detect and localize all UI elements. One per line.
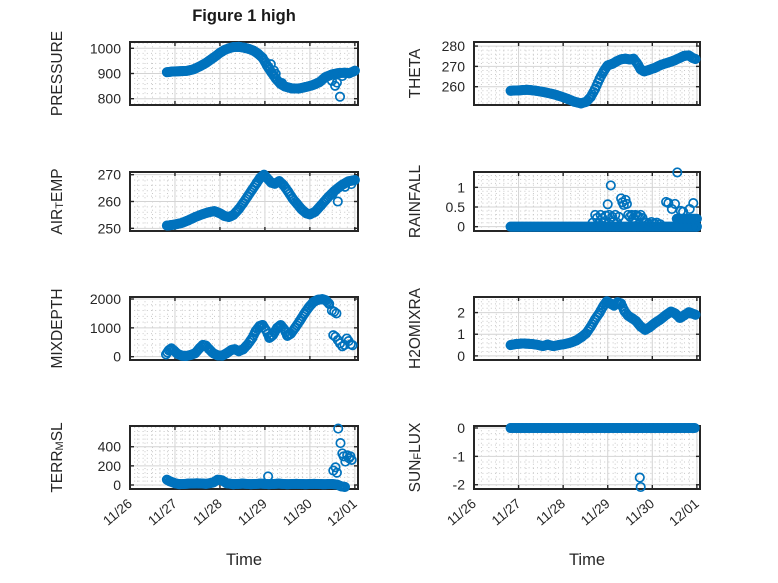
- y-tick-label: 0: [457, 420, 465, 436]
- subplot-terr_msl: 0 200 400 11/26 11/27 11/28 11/29 11/30 12/01 TER…: [49, 422, 360, 529]
- y-axis-label: AIRTEMP: [49, 168, 67, 234]
- axes-border: [473, 296, 701, 361]
- y-tick-label: 900: [98, 66, 122, 82]
- y-tick-label: 2000: [90, 291, 121, 307]
- x-tick-label: 11/27: [489, 496, 524, 529]
- subplot-mixdepth: 0 1000 2000 MIXDEPTH: [49, 288, 359, 369]
- figure-title: Figure 1 high: [192, 7, 296, 25]
- data-markers: [161, 41, 360, 102]
- y-tick-label: 260: [98, 194, 122, 210]
- y-tick-label: 400: [98, 439, 122, 455]
- subplot-theta: 260 270 280 THETA: [407, 38, 701, 109]
- y-tick-label: 0: [457, 219, 465, 235]
- x-tick-label: 11/26: [100, 496, 135, 529]
- y-axis-label: H2OMIXRA: [407, 287, 424, 369]
- y-tick-label: -1: [453, 448, 466, 464]
- y-tick-label: 1: [457, 179, 465, 195]
- x-tick-label: 11/29: [578, 496, 613, 529]
- y-tick-label: 1000: [90, 320, 121, 336]
- y-tick-label: 2: [457, 305, 465, 321]
- y-axis-label: SUNFLUX: [407, 422, 425, 492]
- x-tick-label: 12/01: [666, 496, 702, 529]
- x-tick-label: 11/29: [235, 496, 270, 529]
- tick-marks: [473, 42, 700, 105]
- data-markers: [161, 169, 360, 231]
- y-tick-label: 270: [98, 167, 122, 183]
- subplot-rainfall: 0 0.5 1 RAINFALL: [407, 165, 702, 239]
- subplot-sun_flux: -2 -1 0 11/26 11/27 11/28 11/29 11/30 12/01 SUNFL…: [407, 420, 702, 529]
- x-tick-label: 11/27: [145, 496, 180, 529]
- x-axis-label-left: Time: [225, 551, 263, 569]
- x-tick-label: 11/30: [280, 496, 315, 529]
- y-tick-label: 200: [98, 458, 122, 474]
- y-axis-label: PRESSURE: [49, 31, 66, 116]
- tick-marks: [129, 297, 358, 360]
- data-markers: [160, 294, 358, 362]
- minor-grid: [474, 426, 700, 489]
- axes-border: [129, 425, 359, 490]
- subplot-air_temp: 250 260 270 AIRTEMP: [49, 167, 360, 236]
- y-tick-label: 1000: [90, 40, 121, 56]
- y-tick-label: 0: [113, 477, 121, 493]
- x-axis-label-right: Time: [568, 551, 606, 569]
- y-tick-label: 280: [442, 38, 466, 54]
- y-axis-label: MIXDEPTH: [49, 288, 66, 368]
- tick-marks: [129, 42, 358, 105]
- y-tick-label: 270: [442, 58, 466, 74]
- data-markers: [161, 423, 357, 492]
- x-tick-label: 11/30: [622, 496, 657, 529]
- data-markers: [505, 167, 702, 232]
- y-tick-label: 800: [98, 91, 122, 107]
- y-tick-label: 0: [457, 348, 465, 364]
- y-tick-label: 0.5: [446, 199, 466, 215]
- data-markers: [505, 422, 700, 493]
- y-axis-label: TERRMSL: [49, 422, 67, 493]
- x-tick-label: 11/28: [533, 496, 568, 529]
- data-markers: [505, 50, 701, 109]
- y-tick-label: 0: [113, 349, 121, 365]
- x-tick-label: 12/01: [324, 496, 360, 529]
- y-tick-label: 1: [457, 326, 465, 342]
- data-markers: [505, 296, 701, 352]
- x-tick-label: 11/26: [444, 496, 479, 529]
- y-tick-label: 260: [442, 79, 466, 95]
- y-tick-label: -2: [453, 477, 466, 493]
- y-tick-label: 250: [98, 220, 122, 236]
- y-axis-label: THETA: [407, 48, 424, 98]
- x-tick-label: 11/28: [190, 496, 225, 529]
- y-axis-label: RAINFALL: [407, 165, 424, 239]
- subplot-pressure: 800 900 1000 PRESSURE: [49, 31, 360, 116]
- subplot-h2omixra: 0 1 2 H2OMIXRA: [407, 287, 701, 369]
